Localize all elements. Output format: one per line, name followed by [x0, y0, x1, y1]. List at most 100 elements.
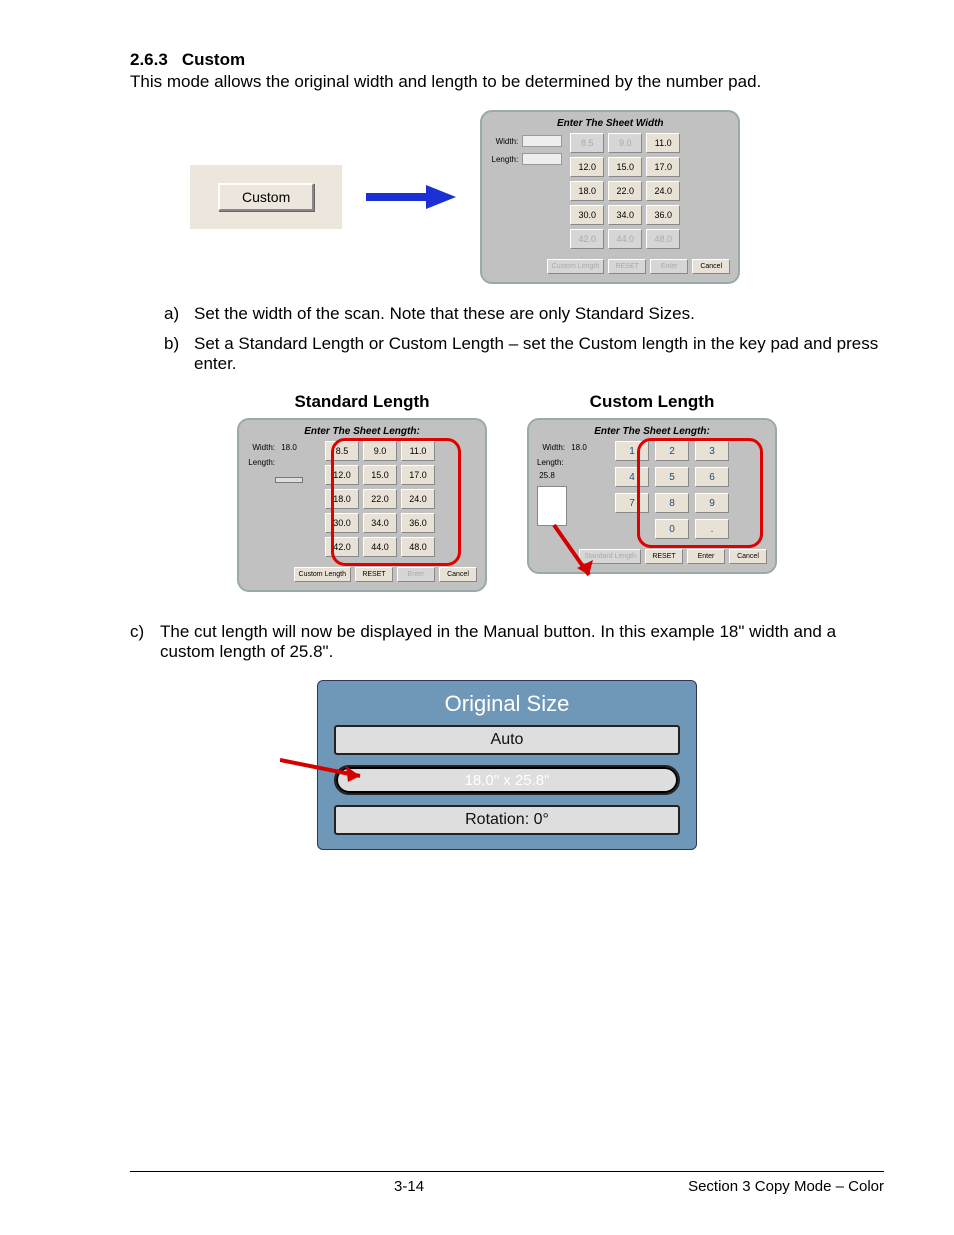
size-button[interactable]: 30.0: [325, 513, 359, 533]
standard-length-heading: Standard Length: [237, 392, 487, 412]
auto-button[interactable]: Auto: [334, 725, 680, 755]
size-button[interactable]: 36.0: [646, 205, 680, 225]
keypad-button[interactable]: 9: [695, 493, 729, 513]
size-button[interactable]: 34.0: [363, 513, 397, 533]
size-button: 9.0: [608, 133, 642, 153]
section-label: Section 3 Copy Mode – Color: [688, 1178, 884, 1195]
custom-length-column: Custom Length Enter The Sheet Length: Wi…: [527, 392, 777, 592]
enter-button[interactable]: Enter: [650, 259, 688, 274]
size-button[interactable]: 8.5: [325, 441, 359, 461]
standard-length-column: Standard Length Enter The Sheet Length: …: [237, 392, 487, 592]
size-button[interactable]: 17.0: [401, 465, 435, 485]
size-button[interactable]: 15.0: [363, 465, 397, 485]
keypad-button[interactable]: 5: [655, 467, 689, 487]
list-marker: c): [130, 622, 150, 662]
custom-length-button[interactable]: Custom Length: [294, 567, 351, 582]
size-button[interactable]: 11.0: [401, 441, 435, 461]
rotation-button[interactable]: Rotation: 0°: [334, 805, 680, 835]
dialog-left-panel: Width: 18.0 Length:: [247, 441, 317, 557]
heading-title: Custom: [182, 50, 245, 70]
size-button: 44.0: [608, 229, 642, 249]
size-button[interactable]: 12.0: [325, 465, 359, 485]
original-size-panel: Original Size Auto 18.0" x 25.8" Rotatio…: [317, 680, 697, 850]
standard-length-button[interactable]: Standard Length: [579, 549, 641, 564]
step-c: c) The cut length will now be displayed …: [130, 622, 884, 662]
section-heading: 2.6.3 Custom: [130, 50, 884, 70]
size-button[interactable]: 22.0: [363, 489, 397, 509]
reset-button[interactable]: RESET: [645, 549, 683, 564]
keypad-button[interactable]: 1: [615, 441, 649, 461]
size-button[interactable]: 24.0: [646, 181, 680, 201]
length-dialogs-row: Standard Length Enter The Sheet Length: …: [130, 392, 884, 592]
dialog-title: Enter The Sheet Length:: [537, 426, 767, 437]
size-button[interactable]: 9.0: [363, 441, 397, 461]
custom-length-dialog: Enter The Sheet Length: Width:18.0 Lengt…: [527, 418, 777, 574]
keypad-button[interactable]: 6: [695, 467, 729, 487]
length-entry-field[interactable]: [537, 486, 567, 526]
keypad-button[interactable]: 8: [655, 493, 689, 513]
size-button[interactable]: 48.0: [401, 537, 435, 557]
size-button[interactable]: 42.0: [325, 537, 359, 557]
page-footer: 3-14 Section 3 Copy Mode – Color: [130, 1171, 884, 1195]
dialog-left-panel: Width:18.0 Length: 25.8: [537, 441, 607, 539]
size-button[interactable]: 12.0: [570, 157, 604, 177]
size-button[interactable]: 22.0: [608, 181, 642, 201]
keypad-button[interactable]: 0: [655, 519, 689, 539]
reset-button[interactable]: RESET: [355, 567, 393, 582]
cancel-button[interactable]: Cancel: [692, 259, 730, 274]
size-button: 42.0: [570, 229, 604, 249]
custom-length-button[interactable]: Custom Length: [547, 259, 604, 274]
size-button[interactable]: 30.0: [570, 205, 604, 225]
keypad-button[interactable]: 4: [615, 467, 649, 487]
figure-custom-to-width-dialog: Custom Enter The Sheet Width Width: Leng…: [190, 110, 884, 284]
custom-button-panel: Custom: [190, 165, 342, 229]
custom-button[interactable]: Custom: [218, 183, 314, 211]
size-button[interactable]: 34.0: [608, 205, 642, 225]
width-label: Width:: [247, 443, 275, 452]
length-label: Length:: [537, 458, 564, 467]
size-button[interactable]: 18.0: [570, 181, 604, 201]
size-button[interactable]: 44.0: [363, 537, 397, 557]
auto-label: Auto: [491, 731, 524, 749]
keypad-button[interactable]: 3: [695, 441, 729, 461]
list-marker: b): [164, 334, 184, 374]
reset-button[interactable]: RESET: [608, 259, 646, 274]
page-number: 3-14: [130, 1178, 688, 1195]
width-value: 18.0: [279, 443, 299, 452]
step-a: a) Set the width of the scan. Note that …: [164, 304, 884, 324]
original-size-figure: Original Size Auto 18.0" x 25.8" Rotatio…: [130, 680, 884, 850]
size-button[interactable]: 15.0: [608, 157, 642, 177]
manual-size-button[interactable]: 18.0" x 25.8": [334, 765, 680, 795]
dialog-footer: Standard Length RESET Enter Cancel: [537, 549, 767, 564]
size-button[interactable]: 17.0: [646, 157, 680, 177]
dialog-footer: Custom Length RESET Enter Cancel: [247, 567, 477, 582]
size-button[interactable]: 36.0: [401, 513, 435, 533]
keypad-button[interactable]: .: [695, 519, 729, 539]
width-label: Width:: [490, 137, 518, 146]
numeric-keypad: 123 456 7890.: [615, 441, 729, 539]
size-button: 8.5: [570, 133, 604, 153]
width-field[interactable]: [522, 135, 562, 147]
length-label: Length:: [247, 458, 275, 467]
width-size-grid: 8.59.011.0 12.015.017.0 18.022.024.0 30.034…: [570, 133, 680, 249]
cancel-button[interactable]: Cancel: [729, 549, 767, 564]
length-field[interactable]: [522, 153, 562, 165]
length-value: 25.8: [537, 471, 557, 480]
width-label: Width:: [537, 443, 565, 452]
size-button[interactable]: 18.0: [325, 489, 359, 509]
heading-number: 2.6.3: [130, 50, 168, 70]
size-button: 48.0: [646, 229, 680, 249]
enter-button[interactable]: Enter: [397, 567, 435, 582]
original-size-title: Original Size: [334, 691, 680, 717]
enter-button[interactable]: Enter: [687, 549, 725, 564]
step-b: b) Set a Standard Length or Custom Lengt…: [164, 334, 884, 374]
keypad-button[interactable]: 2: [655, 441, 689, 461]
step-c-text: The cut length will now be displayed in …: [160, 622, 884, 662]
size-button[interactable]: 11.0: [646, 133, 680, 153]
keypad-button[interactable]: 7: [615, 493, 649, 513]
size-button[interactable]: 24.0: [401, 489, 435, 509]
dialog-footer: Custom Length RESET Enter Cancel: [490, 259, 730, 274]
document-page: 2.6.3 Custom This mode allows the origin…: [0, 0, 954, 1235]
cancel-button[interactable]: Cancel: [439, 567, 477, 582]
list-marker: a): [164, 304, 184, 324]
